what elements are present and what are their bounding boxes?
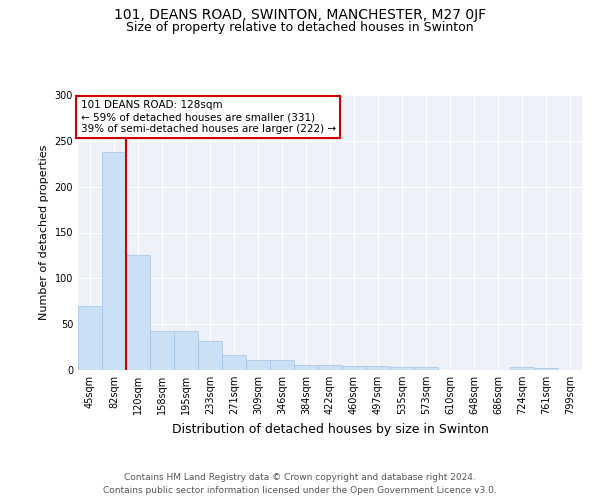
Bar	[78, 306, 102, 370]
Bar	[510, 367, 534, 370]
Bar	[174, 330, 198, 370]
Text: 101 DEANS ROAD: 128sqm
← 59% of detached houses are smaller (331)
39% of semi-de: 101 DEANS ROAD: 128sqm ← 59% of detached…	[80, 100, 335, 134]
Bar	[270, 360, 294, 370]
Bar	[342, 366, 366, 370]
X-axis label: Distribution of detached houses by size in Swinton: Distribution of detached houses by size …	[172, 422, 488, 436]
Bar	[294, 364, 318, 370]
Bar	[534, 368, 558, 370]
Y-axis label: Number of detached properties: Number of detached properties	[39, 145, 49, 320]
Text: Contains HM Land Registry data © Crown copyright and database right 2024.
Contai: Contains HM Land Registry data © Crown c…	[103, 472, 497, 494]
Bar	[102, 152, 126, 370]
Bar	[126, 254, 150, 370]
Text: Size of property relative to detached houses in Swinton: Size of property relative to detached ho…	[126, 21, 474, 34]
Bar	[318, 364, 342, 370]
Text: 101, DEANS ROAD, SWINTON, MANCHESTER, M27 0JF: 101, DEANS ROAD, SWINTON, MANCHESTER, M2…	[114, 8, 486, 22]
Bar	[390, 367, 414, 370]
Bar	[414, 367, 438, 370]
Bar	[246, 360, 270, 370]
Bar	[222, 356, 246, 370]
Bar	[198, 340, 222, 370]
Bar	[366, 366, 390, 370]
Bar	[150, 330, 174, 370]
